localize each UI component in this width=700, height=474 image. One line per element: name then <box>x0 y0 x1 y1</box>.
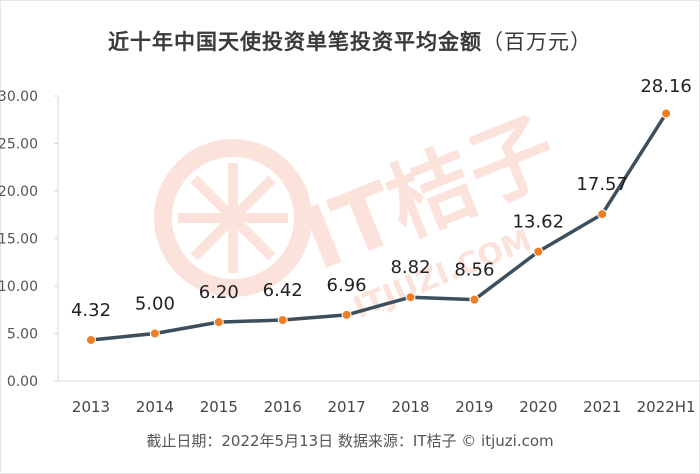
data-point <box>213 317 224 328</box>
y-tick-label: 25.00 <box>0 137 38 153</box>
watermark-logo-segment <box>229 214 276 261</box>
chart-title-unit: （百万元） <box>482 30 592 54</box>
data-label: 28.16 <box>640 76 692 97</box>
y-tick-label: 30.00 <box>0 89 38 105</box>
data-label: 6.96 <box>327 275 367 296</box>
data-point <box>469 294 480 305</box>
data-label: 8.56 <box>454 260 494 281</box>
x-tick-label: 2013 <box>72 398 110 416</box>
data-label: 17.57 <box>576 174 628 195</box>
x-axis: 2013 2014 2015 2016 2017 2018 2019 2020 2021 2022… <box>58 380 700 416</box>
y-tick-label: 15.00 <box>0 232 38 248</box>
x-tick-label: 2018 <box>391 398 429 416</box>
data-point <box>277 315 288 326</box>
x-tick-label: 2017 <box>328 398 366 416</box>
chart-title: 近十年中国天使投资单笔投资平均金额（百万元） <box>0 26 700 56</box>
watermark-logo-segment <box>190 214 237 261</box>
x-tick-label: 2019 <box>455 398 493 416</box>
data-point <box>533 246 544 257</box>
series-line <box>89 111 668 342</box>
data-point <box>341 309 352 320</box>
data-labels: 4.32 5.00 6.20 6.42 6.96 8.82 8.56 13.62 17.57 28… <box>71 76 692 321</box>
x-tick-label: 2016 <box>264 398 302 416</box>
x-tick-label: 2020 <box>519 398 557 416</box>
data-point <box>661 108 672 119</box>
data-label: 5.00 <box>135 294 175 315</box>
chart-title-text: 近十年中国天使投资单笔投资平均金额 <box>108 30 482 54</box>
watermark-logo-segment <box>190 175 237 222</box>
data-point <box>597 209 608 220</box>
watermark-logo-segment <box>229 175 276 222</box>
data-label: 4.32 <box>71 300 111 321</box>
watermark-logo-ring <box>154 139 312 297</box>
x-tick-label: 2022H1 <box>637 398 696 416</box>
y-axis: 0.00 5.00 10.00 15.00 20.00 25.00 30.00 <box>0 89 59 390</box>
data-point <box>149 328 160 339</box>
x-tick-label: 2014 <box>136 398 174 416</box>
y-tick-label: 10.00 <box>0 279 38 295</box>
data-point <box>405 292 416 303</box>
data-label: 8.82 <box>390 257 430 278</box>
x-tick-label: 2015 <box>200 398 238 416</box>
series-group <box>86 108 672 345</box>
x-tick-label: 2021 <box>583 398 621 416</box>
data-label: 6.20 <box>199 282 239 303</box>
chart-source-note: 截止日期：2022年5月13日 数据来源：IT桔子 © itjuzi.com <box>146 432 554 450</box>
y-tick-label: 20.00 <box>0 184 38 200</box>
data-label: 6.42 <box>263 280 303 301</box>
y-tick-label: 0.00 <box>7 374 38 390</box>
y-tick-label: 5.00 <box>7 327 38 343</box>
data-point <box>86 334 96 345</box>
data-label: 13.62 <box>513 212 565 233</box>
